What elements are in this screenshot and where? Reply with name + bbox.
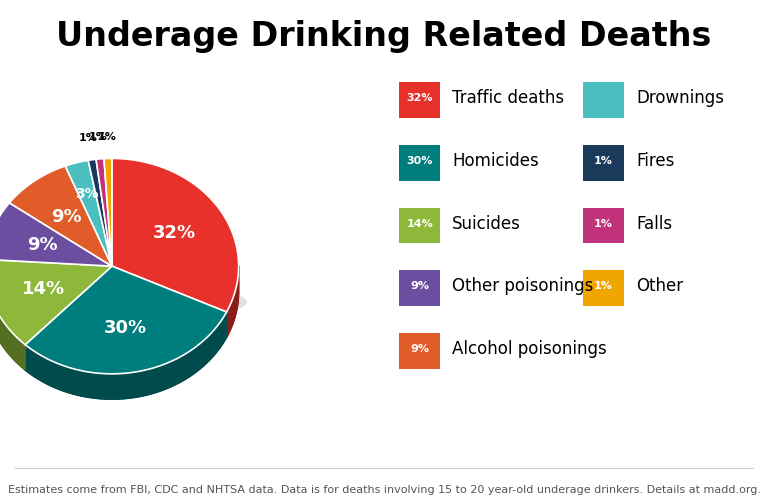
Polygon shape [25,312,227,399]
Polygon shape [88,159,112,266]
Text: 30%: 30% [104,319,147,336]
Text: 1%: 1% [594,219,613,229]
Text: 1%: 1% [594,156,613,166]
Text: Homicides: Homicides [452,152,539,170]
Ellipse shape [0,283,247,321]
Text: 1%: 1% [98,132,117,142]
Text: 1%: 1% [78,134,98,144]
Polygon shape [0,203,112,266]
Text: 9%: 9% [410,281,429,291]
FancyBboxPatch shape [399,333,440,369]
Polygon shape [0,259,112,344]
Text: 9%: 9% [51,208,82,226]
FancyBboxPatch shape [583,270,624,306]
Text: 14%: 14% [22,280,65,298]
FancyBboxPatch shape [583,145,624,181]
Text: 1%: 1% [88,133,107,143]
Text: 9%: 9% [28,236,58,254]
FancyBboxPatch shape [583,83,624,118]
FancyBboxPatch shape [583,208,624,244]
Text: Suicides: Suicides [452,215,521,233]
Text: Other: Other [636,277,684,295]
Polygon shape [0,264,25,370]
Text: 1%: 1% [594,281,613,291]
Polygon shape [9,166,112,266]
Polygon shape [227,266,239,337]
Text: 9%: 9% [410,344,429,354]
Text: Other poisonings: Other poisonings [452,277,594,295]
Text: 30%: 30% [406,156,433,166]
Text: Traffic deaths: Traffic deaths [452,89,564,107]
FancyBboxPatch shape [399,208,440,244]
Polygon shape [104,159,112,266]
Polygon shape [96,159,112,266]
Polygon shape [25,266,227,374]
Polygon shape [227,266,239,337]
Text: Drownings: Drownings [636,89,724,107]
Text: Estimates come from FBI, CDC and NHTSA data. Data is for deaths involving 15 to : Estimates come from FBI, CDC and NHTSA d… [8,485,760,495]
Polygon shape [112,159,239,312]
Polygon shape [25,312,227,399]
Polygon shape [65,161,112,266]
Text: Underage Drinking Related Deaths: Underage Drinking Related Deaths [56,20,712,53]
Text: 32%: 32% [152,224,196,242]
FancyBboxPatch shape [399,145,440,181]
FancyBboxPatch shape [399,83,440,118]
Polygon shape [0,264,25,370]
Text: Falls: Falls [636,215,672,233]
Text: 32%: 32% [406,93,433,103]
Text: Alcohol poisonings: Alcohol poisonings [452,340,607,358]
Text: 3%: 3% [75,187,99,201]
Text: Fires: Fires [636,152,674,170]
FancyBboxPatch shape [399,270,440,306]
Text: 14%: 14% [406,219,433,229]
